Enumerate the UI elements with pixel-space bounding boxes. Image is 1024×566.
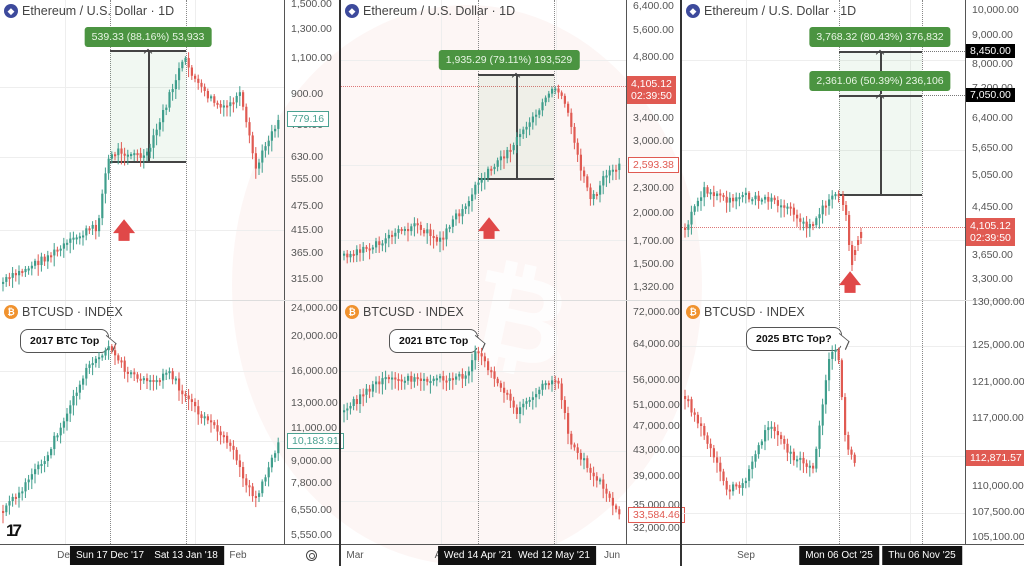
measure-label: 3,768.32 (80.43%) 376,832 bbox=[809, 27, 951, 47]
time-axis[interactable]: Mar A Jun Wed 14 Apr '21 Wed 12 May '21 bbox=[341, 544, 681, 566]
current-price-line bbox=[341, 86, 626, 87]
btc-top-callout: 2025 BTC Top? bbox=[746, 327, 842, 351]
btc-top-callout: 2017 BTC Top bbox=[20, 329, 110, 353]
last-price-tag: 112,871.57 bbox=[966, 450, 1024, 466]
measure-label: 1,935.29 (79.11%) 193,529 bbox=[438, 50, 580, 70]
btc-plot-2025[interactable]: ₿ BTCUSD · INDEX 2025 BTC Top? bbox=[682, 301, 965, 544]
target-price-tag: 7,050.00 bbox=[966, 88, 1015, 102]
last-price-tag: 2,593.38 bbox=[628, 157, 679, 173]
panel-2017: ◆ Ethereum / U.S. Dollar · 1D 539.33 (88.… bbox=[0, 0, 344, 566]
eth-pane-2017: ◆ Ethereum / U.S. Dollar · 1D 539.33 (88.… bbox=[0, 0, 340, 300]
time-axis[interactable]: Dec Feb Sun 17 Dec '17 Sat 13 Jan '18 bbox=[0, 544, 340, 566]
date-tag: Sun 17 Dec '17 bbox=[69, 546, 151, 565]
ethereum-icon: ◆ bbox=[4, 4, 18, 18]
btc-candles-2017 bbox=[2, 340, 280, 524]
time-axis[interactable]: Sep Mon 06 Oct '25 Thu 06 Nov '25 bbox=[682, 544, 1024, 566]
settings-icon[interactable] bbox=[306, 550, 317, 561]
eth-candles-2025 bbox=[684, 181, 863, 271]
btc-price-axis[interactable]: 24,000.00 20,000.00 16,000.00 13,000.00 … bbox=[284, 301, 344, 544]
eth-pane-2025: ◆ Ethereum / U.S. Dollar · 1D 3,768.32 (8… bbox=[682, 0, 1024, 300]
target-price-tag: 8,450.00 bbox=[966, 44, 1015, 58]
date-tag: Mon 06 Oct '25 bbox=[799, 546, 879, 565]
last-price-tag: 33,584.46 bbox=[628, 507, 685, 523]
panel-2025: ◆ Ethereum / U.S. Dollar · 1D 3,768.32 (8… bbox=[682, 0, 1024, 566]
measure-arrow bbox=[880, 96, 882, 194]
date-marker-line bbox=[110, 0, 111, 300]
date-tag: Wed 14 Apr '21 bbox=[438, 546, 518, 565]
btc-symbol-title[interactable]: ₿ BTCUSD · INDEX bbox=[345, 305, 464, 319]
btc-top-callout: 2021 BTC Top bbox=[389, 329, 479, 353]
current-price-tag: 4,105.12 02:39:50 bbox=[627, 76, 676, 104]
eth-price-axis[interactable]: 1,500.00 1,300.00 1,100.00 900.00 750.00… bbox=[284, 0, 340, 300]
eth-symbol-title[interactable]: ◆ Ethereum / U.S. Dollar · 1D bbox=[345, 4, 515, 18]
btc-price-axis[interactable]: 72,000.00 64,000.00 56,000.00 51,000.00 … bbox=[626, 301, 685, 544]
eth-plot-2025[interactable]: ◆ Ethereum / U.S. Dollar · 1D 3,768.32 (8… bbox=[682, 0, 965, 300]
measure-label: 539.33 (88.16%) 53,933 bbox=[84, 27, 212, 47]
date-tag: Thu 06 Nov '25 bbox=[882, 546, 962, 565]
date-tag: Sat 13 Jan '18 bbox=[148, 546, 224, 565]
ethereum-icon: ◆ bbox=[345, 4, 359, 18]
eth-candles-2017 bbox=[2, 52, 280, 292]
target-line bbox=[922, 95, 965, 96]
eth-price-axis[interactable]: 10,000.00 9,000.00 8,000.00 7,200.00 6,4… bbox=[965, 0, 1024, 300]
btc-plot-2021[interactable]: ₿ BTCUSD · INDEX 2021 BTC Top bbox=[341, 301, 626, 544]
ethereum-icon: ◆ bbox=[686, 4, 700, 18]
current-price-line bbox=[682, 227, 965, 228]
btc-symbol-title[interactable]: ₿ BTCUSD · INDEX bbox=[686, 305, 805, 319]
last-price-tag: 779.16 bbox=[287, 111, 330, 127]
current-price-tag: 4,105.12 02:39:50 bbox=[966, 218, 1015, 246]
btc-candles-2021 bbox=[343, 345, 621, 520]
btc-price-axis[interactable]: 130,000.00 125,000.00 121,000.00 117,000… bbox=[965, 296, 1024, 544]
up-arrow-icon: 🡅 bbox=[477, 216, 501, 241]
bitcoin-watermark-circle bbox=[232, 5, 702, 565]
tradingview-logo[interactable]: 17 bbox=[6, 521, 22, 540]
up-arrow-icon: 🡅 bbox=[838, 270, 862, 295]
eth-symbol-title[interactable]: ◆ Ethereum / U.S. Dollar · 1D bbox=[4, 4, 174, 18]
up-arrow-icon: 🡅 bbox=[112, 218, 136, 243]
bitcoin-icon: ₿ bbox=[345, 305, 359, 319]
eth-plot-2021[interactable]: ◆ Ethereum / U.S. Dollar · 1D 1,935.29 (7… bbox=[341, 0, 626, 300]
btc-pane-2021: ₿ BTCUSD · INDEX 2021 BTC Top 72,000.00 6… bbox=[341, 301, 685, 544]
btc-pane-2017: ₿ BTCUSD · INDEX 2017 BTC Top 17 24,000.0… bbox=[0, 301, 344, 544]
measure-label: 2,361.06 (50.39%) 236,106 bbox=[809, 71, 951, 91]
eth-symbol-title[interactable]: ◆ Ethereum / U.S. Dollar · 1D bbox=[686, 4, 856, 18]
date-marker-line bbox=[186, 0, 187, 300]
btc-candles-2025 bbox=[684, 344, 856, 500]
eth-pane-2021: ◆ Ethereum / U.S. Dollar · 1D 1,935.29 (7… bbox=[341, 0, 681, 300]
btc-plot-2017[interactable]: ₿ BTCUSD · INDEX 2017 BTC Top 17 bbox=[0, 301, 284, 544]
bitcoin-icon: ₿ bbox=[4, 305, 18, 319]
eth-plot-2017[interactable]: ◆ Ethereum / U.S. Dollar · 1D 539.33 (88.… bbox=[0, 0, 284, 300]
btc-pane-2025: ₿ BTCUSD · INDEX 2025 BTC Top? 130,000.00… bbox=[682, 296, 1024, 544]
target-line bbox=[922, 51, 965, 52]
btc-symbol-title[interactable]: ₿ BTCUSD · INDEX bbox=[4, 305, 123, 319]
panel-2021: ◆ Ethereum / U.S. Dollar · 1D 1,935.29 (7… bbox=[341, 0, 685, 566]
eth-candles-2021 bbox=[343, 84, 621, 264]
eth-price-axis[interactable]: 6,400.00 5,600.00 4,800.00 3,400.00 3,00… bbox=[626, 0, 681, 300]
measure-arrow bbox=[516, 75, 518, 178]
measure-arrow bbox=[148, 51, 150, 161]
date-tag: Wed 12 May '21 bbox=[512, 546, 596, 565]
bitcoin-icon: ₿ bbox=[686, 305, 700, 319]
last-price-tag: 10,183.91 bbox=[287, 433, 344, 449]
